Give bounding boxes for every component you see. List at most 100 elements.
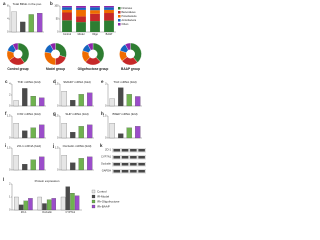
legend-label: IR+Oligofructose [97, 199, 120, 203]
legend-label: Firmicutes [122, 7, 133, 10]
panel-label: d [53, 79, 56, 84]
bar [30, 127, 36, 139]
stack-segment [104, 20, 114, 32]
bar [118, 87, 124, 107]
stack-segment [104, 13, 114, 21]
panel-title: FXR mRNA (fold) [17, 112, 40, 116]
legend-swatch [91, 204, 96, 209]
y-tick-label: 0 [9, 137, 11, 140]
x-tick-label: Oligo [92, 33, 98, 36]
pie-label: Control group [7, 67, 28, 71]
legend-label: IR-Model [97, 194, 110, 198]
stack-segment [62, 9, 72, 13]
bar [39, 124, 45, 139]
legend-swatch [118, 15, 121, 18]
donut-hole [126, 49, 135, 59]
x-tick-label: BAAP [106, 33, 113, 36]
y-tick-label: 1.5 [55, 115, 59, 118]
stack-segment [90, 6, 100, 8]
stack-segment [76, 6, 86, 8]
y-tick-label: 4 [7, 18, 9, 21]
panel-title: Total Bifido in the poo [13, 2, 42, 6]
panel-title: Protein expression [35, 179, 60, 183]
panel-title: BSEP mRNA (fold) [112, 112, 137, 116]
y-tick-label: 1.5 [55, 147, 59, 150]
legend-label: IR+BAAP [97, 204, 110, 208]
pie-slice [130, 42, 142, 63]
legend-swatch [118, 23, 121, 26]
legend-swatch [118, 7, 121, 10]
panel-title: TGF mRNA (fold) [113, 80, 136, 84]
x-tick-label: CYP7A1 [66, 211, 76, 214]
legend-swatch [118, 11, 121, 14]
stack-segment [104, 6, 114, 8]
donut-hole [13, 49, 23, 59]
blot-band [130, 149, 137, 152]
bar [39, 97, 45, 107]
bar [30, 95, 36, 107]
panel-label: k [100, 143, 103, 148]
bar [78, 126, 84, 139]
legend-label: Others [122, 23, 130, 26]
y-tick-label: 1 [9, 196, 11, 199]
stack-segment [62, 7, 72, 10]
panel-label: j [52, 143, 54, 148]
donut-hole [88, 49, 98, 59]
panel-label: c [5, 79, 8, 84]
bar [39, 156, 45, 171]
bar [78, 94, 84, 107]
bar [135, 96, 141, 107]
y-tick-label: 0 [57, 137, 59, 140]
bar [13, 100, 19, 107]
y-tick-label: 100 [54, 5, 59, 8]
y-tick-label: 0 [105, 137, 107, 140]
panel-label: g [53, 111, 56, 116]
legend-label: Control [97, 189, 107, 193]
bar [74, 195, 80, 211]
bar [78, 158, 84, 171]
panel-label: l [3, 177, 4, 182]
blot-band [121, 156, 129, 159]
panel-title: SHP mRNA (fold) [65, 112, 88, 116]
blot-band [113, 163, 120, 166]
y-tick-label: 0 [7, 31, 9, 34]
y-tick-label: 4 [9, 83, 11, 86]
y-tick-label: 2 [9, 183, 11, 186]
bar [13, 155, 19, 171]
bar [22, 130, 28, 139]
y-tick-label: 0 [9, 209, 11, 212]
y-tick-label: 0 [57, 31, 59, 34]
blot-label: CYP7A1 [101, 155, 112, 159]
stack-segment [62, 12, 72, 21]
stack-segment [76, 9, 86, 17]
stack-segment [90, 21, 100, 32]
bar [22, 164, 28, 171]
blot-band [138, 149, 145, 152]
bar [22, 88, 28, 107]
blot-band [130, 163, 137, 166]
blot-strip [112, 162, 146, 167]
pie-label: Model group [46, 67, 65, 71]
bar [109, 98, 115, 107]
y-tick-label: 3 [105, 83, 107, 86]
panel-title: ZO-1 mRNA (fold) [17, 144, 41, 148]
panel-label: f [5, 111, 7, 116]
stack-segment [62, 20, 72, 32]
legend-swatch [91, 199, 96, 204]
bar [18, 204, 24, 211]
stack-segment [62, 6, 72, 8]
stack-segment [90, 10, 100, 14]
y-tick-label: 8 [7, 5, 9, 8]
bar [20, 21, 26, 33]
legend-label: Bacteroidetes [122, 11, 137, 14]
bar [61, 123, 67, 139]
stack-segment [104, 9, 114, 14]
stack-segment [90, 7, 100, 11]
bar [87, 124, 93, 139]
blot-band [121, 149, 129, 152]
blot-band [130, 156, 137, 159]
panel-title: TNF mRNA (fold) [17, 80, 40, 84]
bar [87, 156, 93, 171]
y-tick-label: 1.5 [103, 115, 107, 118]
